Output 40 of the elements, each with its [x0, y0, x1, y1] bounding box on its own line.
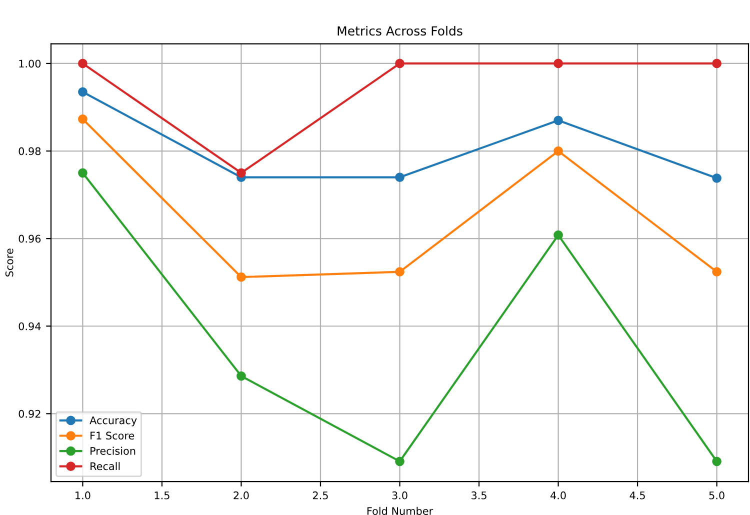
point: [78, 58, 88, 68]
x-tick-label: 2.0: [234, 491, 249, 500]
point: [236, 168, 246, 178]
point: [712, 456, 722, 466]
legend-label: Precision: [90, 446, 136, 455]
point: [236, 272, 246, 282]
x-tick-label: 3.0: [392, 491, 408, 500]
y-tick-label: 1.00: [19, 60, 41, 68]
point: [395, 456, 404, 466]
point: [554, 116, 563, 126]
legend-label: Accuracy: [90, 416, 137, 426]
x-tick-label: 3.5: [472, 491, 486, 500]
point: [395, 267, 404, 277]
point: [236, 371, 246, 381]
point: [712, 173, 722, 183]
x-tick-label: 2.5: [312, 491, 328, 500]
point: [395, 172, 404, 182]
point: [78, 87, 88, 97]
point: [554, 146, 563, 156]
x-tick-label: 4.0: [550, 491, 566, 500]
point: [554, 230, 563, 240]
y-tick-label: 0.94: [18, 322, 41, 330]
chart-title: Metrics Across Folds: [338, 26, 462, 36]
y-tick-label: 0.96: [18, 234, 41, 243]
x-tick-label: 5.0: [709, 491, 724, 500]
point: [554, 58, 563, 68]
x-tick-label: 1.5: [154, 492, 170, 500]
y-tick-label: 0.92: [18, 410, 40, 418]
legend-label: F1 Score: [90, 432, 134, 440]
y-axis-title: Score: [5, 248, 14, 277]
x-tick-label: 4.5: [630, 492, 645, 500]
point: [712, 267, 722, 277]
x-tick-label: 1.0: [76, 491, 90, 500]
y-tick-label: 0.98: [18, 147, 41, 156]
legend-label: Recall: [90, 462, 120, 470]
point: [78, 114, 88, 124]
point: [78, 168, 88, 178]
point: [395, 58, 404, 68]
x-axis-title: Fold Number: [367, 506, 434, 515]
point: [712, 58, 722, 68]
